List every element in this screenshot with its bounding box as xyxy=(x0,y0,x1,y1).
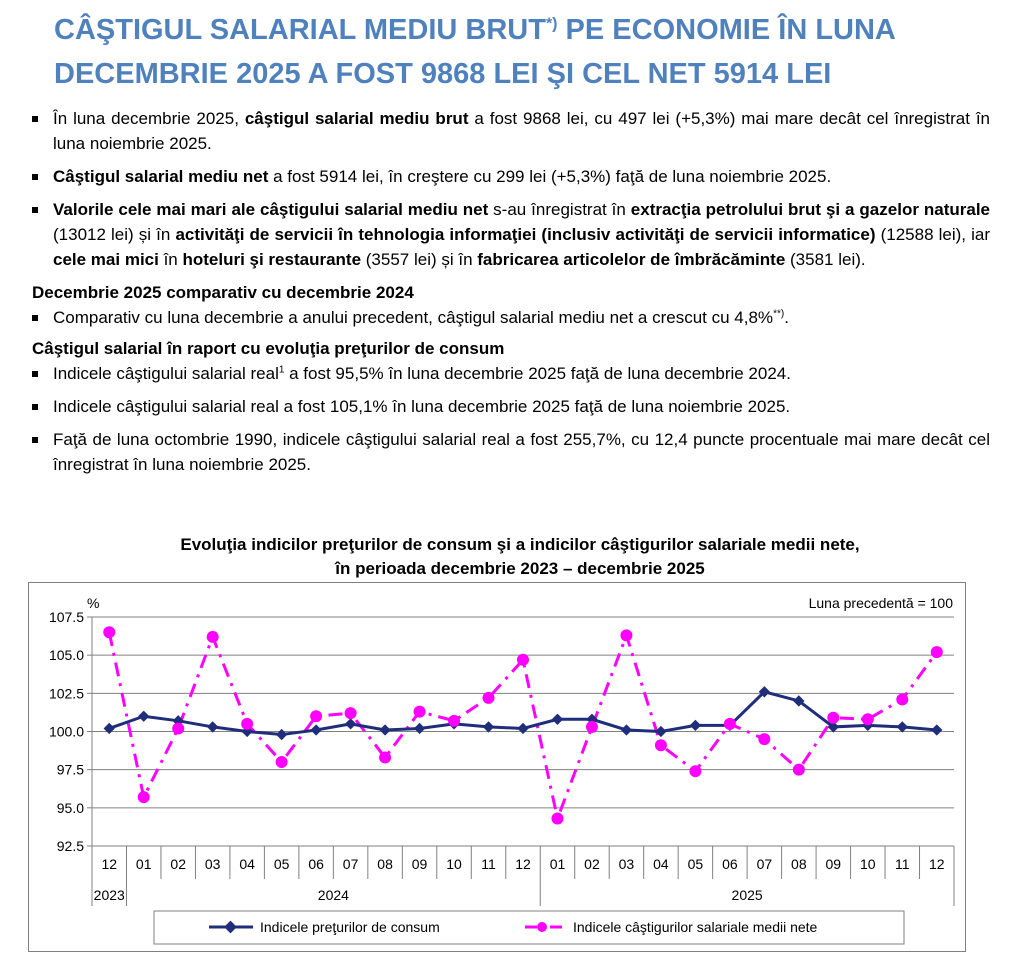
section-heading-real-earnings: Câştigul salarial în raport cu evoluţia … xyxy=(32,339,505,358)
earnings-index-point xyxy=(861,713,874,726)
y-tick-label: 105.0 xyxy=(49,647,84,663)
chart-title-line2: în perioada decembrie 2023 – decembrie 2… xyxy=(335,559,705,578)
x-tick-label: 03 xyxy=(619,856,635,872)
earnings-index-point xyxy=(723,717,736,730)
earnings-index-point xyxy=(344,707,357,720)
x-tick-label: 04 xyxy=(653,856,669,872)
page-title: CÂŞTIGUL SALARIAL MEDIU BRUT*) PE ECONOM… xyxy=(54,14,895,90)
chart-frame: 107.5 105.0 102.5 100.0 97.5 95.0 92.5 12 01 02 0… xyxy=(28,582,966,952)
x-tick-label: 02 xyxy=(170,856,186,872)
x-tick-label: 08 xyxy=(791,856,807,872)
bullet-annual-comparison: Comparativ cu luna decembrie a anului pr… xyxy=(28,305,990,330)
x-tick-label: 03 xyxy=(205,856,221,872)
cpi-point xyxy=(896,721,908,733)
earnings-index-point xyxy=(137,791,150,804)
year-label: 2025 xyxy=(732,887,763,903)
x-tick-label: 12 xyxy=(929,856,945,872)
x-tick-label: 06 xyxy=(308,856,324,872)
y-tick-label: 100.0 xyxy=(49,724,84,740)
bullet-net-earnings: Câştigul salarial mediu net a fost 5914 … xyxy=(28,164,990,189)
x-tick-label: 05 xyxy=(688,856,704,872)
earnings-index-point xyxy=(930,646,943,659)
x-tick-label: 07 xyxy=(757,856,773,872)
x-tick-label: 12 xyxy=(515,856,531,872)
cpi-point xyxy=(138,710,150,722)
legend-earnings-label: Indicele câştigurilor salariale medii ne… xyxy=(573,919,818,935)
bullet-gross-earnings: În luna decembrie 2025, câştigul salaria… xyxy=(28,106,990,156)
earnings-index-point xyxy=(551,812,564,825)
earnings-index-point xyxy=(689,765,702,778)
cpi-point xyxy=(551,713,564,725)
earnings-index-point xyxy=(310,710,323,723)
chart-note: Luna precedentă = 100 xyxy=(809,595,954,611)
earnings-index-point xyxy=(827,711,840,724)
earnings-index-point xyxy=(241,717,254,730)
cpi-point xyxy=(275,728,288,741)
summary-bullets: În luna decembrie 2025, câştigul salaria… xyxy=(28,106,990,477)
x-tick-label: 01 xyxy=(550,856,566,872)
x-tick-label: 05 xyxy=(274,856,290,872)
bullet-real-index-1990: Faţă de luna octombrie 1990, indicele câ… xyxy=(28,427,990,477)
x-tick-label: 04 xyxy=(239,856,255,872)
earnings-index-point xyxy=(517,653,529,666)
chart-title-line1: Evoluţia indicilor preţurilor de consum … xyxy=(180,535,860,554)
cpi-point xyxy=(344,718,357,730)
section-heading-annual: Decembrie 2025 comparativ cu decembrie 2… xyxy=(32,283,414,302)
earnings-index-point xyxy=(379,751,392,764)
y-tick-label: 95.0 xyxy=(57,800,84,816)
cpi-point xyxy=(207,721,219,733)
earnings-index-point xyxy=(413,705,426,718)
cpi-point xyxy=(379,724,391,736)
earnings-index-point xyxy=(758,733,771,746)
legend: Indicele preţurilor de consum Indicele c… xyxy=(153,910,905,945)
x-tick-label: 07 xyxy=(343,856,359,872)
y-tick-label: 107.5 xyxy=(49,609,84,625)
cpi-point xyxy=(931,724,943,736)
y-tick-label: 97.5 xyxy=(57,762,84,778)
cpi-point xyxy=(517,722,529,735)
x-tick-label: 12 xyxy=(101,856,117,872)
chart-title: Evoluţia indicilor preţurilor de consum … xyxy=(20,533,1012,581)
x-tick-label: 11 xyxy=(895,856,910,872)
x-tick-label: 11 xyxy=(481,856,496,872)
x-tick-label: 10 xyxy=(446,856,462,872)
earnings-index-point xyxy=(482,691,495,704)
earnings-index-point xyxy=(585,720,598,733)
bullet-real-index-annual: Indicele câştigului salarial real1 a fos… xyxy=(28,361,990,386)
bullet-real-index-monthly: Indicele câştigului salarial real a fost… xyxy=(28,394,990,419)
legend-cpi-label: Indicele preţurilor de consum xyxy=(260,919,440,935)
cpi-point xyxy=(413,722,426,735)
line-chart: 107.5 105.0 102.5 100.0 97.5 95.0 92.5 12 01 02 0… xyxy=(49,595,955,945)
y-tick-label: 102.5 xyxy=(49,685,84,701)
earnings-index-point xyxy=(206,630,219,643)
x-tick-label: 08 xyxy=(377,856,393,872)
earnings-index-point xyxy=(896,693,909,706)
earnings-index-point xyxy=(654,739,667,752)
y-axis-unit: % xyxy=(87,595,99,611)
cpi-point xyxy=(655,725,667,738)
cpi-point xyxy=(620,724,633,736)
cpi-point xyxy=(103,722,115,735)
year-label: 2024 xyxy=(318,887,349,903)
y-tick-label: 92.5 xyxy=(57,838,84,854)
bullet-sector-values: Valorile cele mai mari ale câştigului sa… xyxy=(28,197,990,272)
earnings-index-point xyxy=(620,629,633,642)
x-tick-label: 01 xyxy=(136,856,152,872)
year-label: 2023 xyxy=(94,887,125,903)
x-tick-label: 06 xyxy=(722,856,738,872)
cpi-point xyxy=(482,721,495,733)
cpi-point xyxy=(310,724,322,736)
x-tick-label: 02 xyxy=(584,856,600,872)
x-tick-label: 09 xyxy=(826,856,842,872)
x-tick-label: 09 xyxy=(412,856,428,872)
legend-earnings-marker xyxy=(537,922,547,932)
earnings-index-point xyxy=(103,626,116,639)
earnings-index-point xyxy=(448,714,461,727)
cpi-point xyxy=(689,719,702,732)
earnings-index-point xyxy=(172,722,185,735)
earnings-index-point xyxy=(275,756,288,769)
earnings-index-point xyxy=(792,763,805,776)
x-tick-label: 10 xyxy=(860,856,876,872)
